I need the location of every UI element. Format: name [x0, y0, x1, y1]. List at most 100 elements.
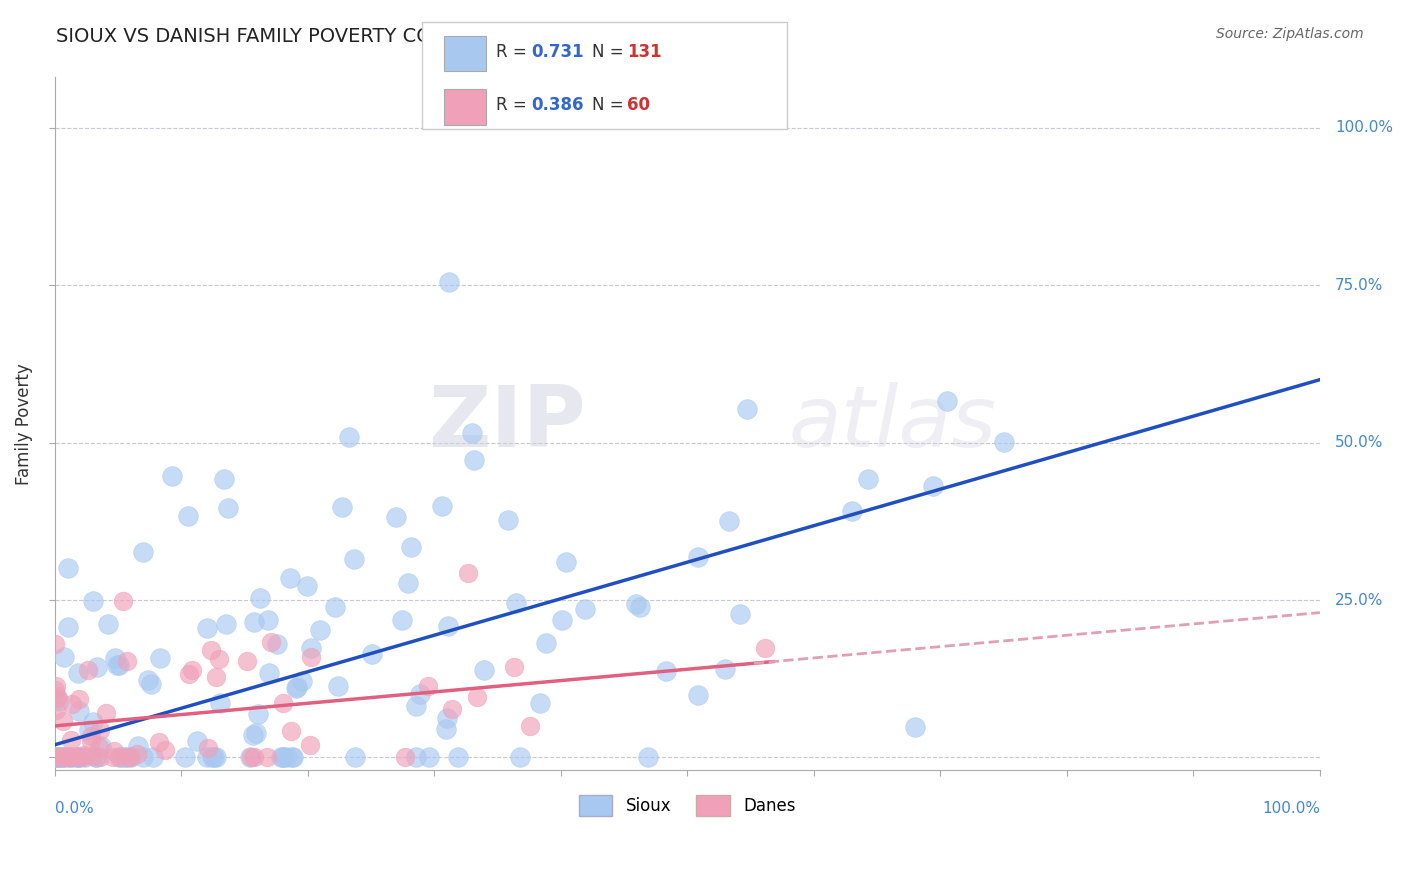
Point	[58, 750, 80, 764]
Point	[308, 623, 330, 637]
Point	[655, 664, 678, 678]
Point	[45, 750, 67, 764]
Point	[628, 599, 651, 614]
Point	[136, 673, 159, 687]
Point	[44, 637, 66, 651]
Point	[118, 750, 141, 764]
Point	[45, 750, 67, 764]
Point	[249, 591, 271, 606]
Point	[77, 723, 100, 737]
Point	[73, 747, 96, 762]
Point	[45, 679, 67, 693]
Point	[82, 748, 104, 763]
Point	[285, 681, 308, 695]
Point	[686, 688, 709, 702]
Point	[245, 726, 267, 740]
Point	[51, 750, 73, 764]
Point	[46, 750, 69, 764]
Text: SIOUX VS DANISH FAMILY POVERTY CORRELATION CHART: SIOUX VS DANISH FAMILY POVERTY CORRELATI…	[56, 27, 614, 45]
Point	[67, 750, 90, 764]
Point	[399, 541, 422, 555]
Point	[505, 596, 527, 610]
Text: atlas: atlas	[789, 382, 997, 466]
Point	[208, 696, 231, 710]
Point	[281, 750, 304, 764]
Point	[48, 750, 70, 764]
Point	[299, 738, 322, 752]
Point	[149, 650, 172, 665]
Point	[205, 750, 228, 764]
Point	[97, 617, 120, 632]
Text: 0.731: 0.731	[531, 43, 583, 61]
Point	[266, 637, 288, 651]
Point	[434, 723, 457, 737]
Point	[139, 677, 162, 691]
Point	[841, 504, 863, 518]
Point	[536, 636, 558, 650]
Point	[48, 694, 70, 708]
Point	[718, 514, 741, 528]
Point	[270, 750, 292, 764]
Point	[45, 690, 67, 704]
Point	[205, 670, 228, 684]
Point	[391, 613, 413, 627]
Point	[247, 707, 270, 722]
Point	[936, 394, 959, 409]
Point	[637, 750, 659, 764]
Point	[60, 697, 83, 711]
Point	[45, 750, 67, 764]
Point	[195, 621, 218, 635]
Point	[142, 750, 165, 764]
Point	[80, 729, 103, 743]
Text: R =: R =	[496, 96, 533, 114]
Point	[44, 683, 66, 698]
Point	[291, 673, 314, 688]
Point	[127, 739, 149, 753]
Point	[66, 666, 89, 681]
Point	[153, 743, 176, 757]
Point	[186, 733, 208, 747]
Point	[271, 750, 294, 764]
Point	[86, 660, 108, 674]
Point	[202, 750, 225, 764]
Point	[82, 715, 104, 730]
Point	[52, 750, 75, 764]
Point	[416, 679, 439, 693]
Point	[105, 658, 128, 673]
Point	[59, 750, 82, 764]
Point	[394, 750, 416, 764]
Point	[430, 500, 453, 514]
Point	[713, 662, 735, 676]
Point	[89, 723, 111, 738]
Point	[160, 468, 183, 483]
Point	[66, 750, 89, 764]
Point	[437, 619, 460, 633]
Point	[441, 702, 464, 716]
Point	[217, 501, 239, 516]
Point	[472, 663, 495, 677]
Text: ZIP: ZIP	[429, 382, 586, 466]
Point	[624, 597, 647, 611]
Point	[737, 401, 759, 416]
Point	[343, 551, 366, 566]
Point	[82, 594, 104, 608]
Point	[67, 750, 90, 764]
Point	[103, 744, 125, 758]
Point	[115, 750, 138, 764]
Point	[754, 641, 776, 656]
Point	[44, 750, 66, 764]
Point	[437, 275, 460, 289]
Text: Source: ZipAtlas.com: Source: ZipAtlas.com	[1216, 27, 1364, 41]
Point	[328, 679, 350, 693]
Point	[181, 663, 204, 677]
Point	[45, 703, 67, 717]
Point	[240, 750, 263, 764]
Point	[236, 655, 259, 669]
Point	[496, 513, 519, 527]
Point	[409, 688, 432, 702]
Point	[51, 750, 73, 764]
Point	[174, 750, 197, 764]
Point	[257, 666, 280, 681]
Point	[179, 666, 201, 681]
Point	[461, 426, 484, 441]
